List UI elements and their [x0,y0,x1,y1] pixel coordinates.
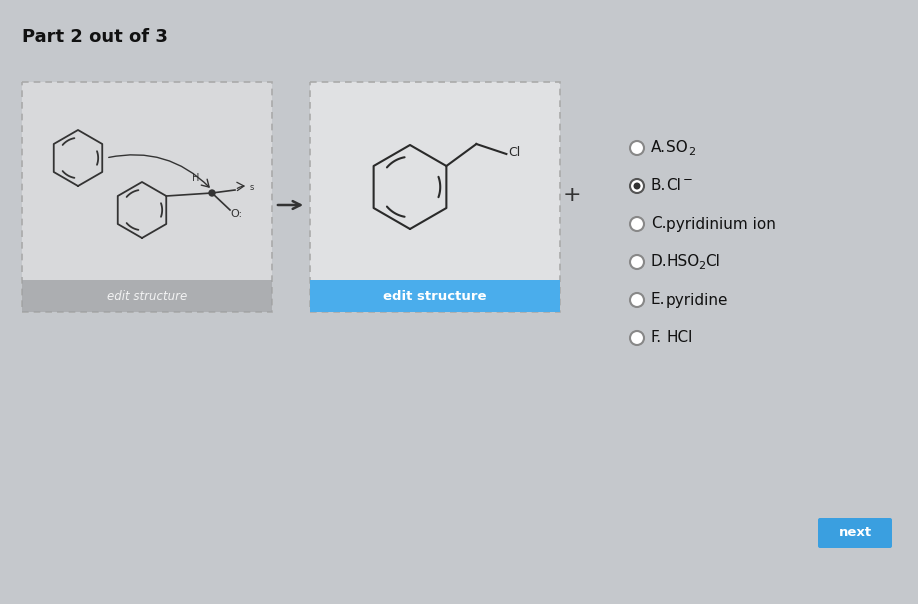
Circle shape [633,182,641,190]
Text: O:: O: [230,209,242,219]
FancyBboxPatch shape [818,518,892,548]
Text: edit structure: edit structure [383,289,487,303]
Text: H: H [192,173,200,183]
Text: E.: E. [651,292,666,307]
Text: edit structure: edit structure [106,289,187,303]
Text: SO: SO [666,141,688,155]
Text: Part 2 out of 3: Part 2 out of 3 [22,28,168,46]
FancyArrowPatch shape [237,182,244,191]
Text: s: s [250,184,254,193]
FancyBboxPatch shape [310,82,560,312]
Text: HCl: HCl [666,330,692,345]
Text: +: + [563,185,581,205]
Text: pyridine: pyridine [666,292,729,307]
Text: Cl: Cl [705,254,720,269]
Text: 2: 2 [698,261,705,271]
Text: HSO: HSO [666,254,700,269]
Text: C.: C. [651,216,666,231]
Text: pyridinium ion: pyridinium ion [666,216,776,231]
Circle shape [630,255,644,269]
Text: B.: B. [651,179,666,193]
FancyArrowPatch shape [108,155,209,187]
Text: next: next [838,527,871,539]
Text: Cl: Cl [666,179,681,193]
FancyBboxPatch shape [22,82,272,312]
Text: Cl: Cl [509,147,521,159]
FancyBboxPatch shape [22,280,272,312]
Circle shape [630,179,644,193]
Circle shape [209,190,215,196]
Circle shape [630,217,644,231]
Text: 2: 2 [688,147,695,157]
Circle shape [630,141,644,155]
Text: −: − [683,173,693,187]
Text: D.: D. [651,254,667,269]
FancyBboxPatch shape [310,280,560,312]
Text: F.: F. [651,330,662,345]
Circle shape [630,293,644,307]
Text: A.: A. [651,141,666,155]
Circle shape [630,331,644,345]
